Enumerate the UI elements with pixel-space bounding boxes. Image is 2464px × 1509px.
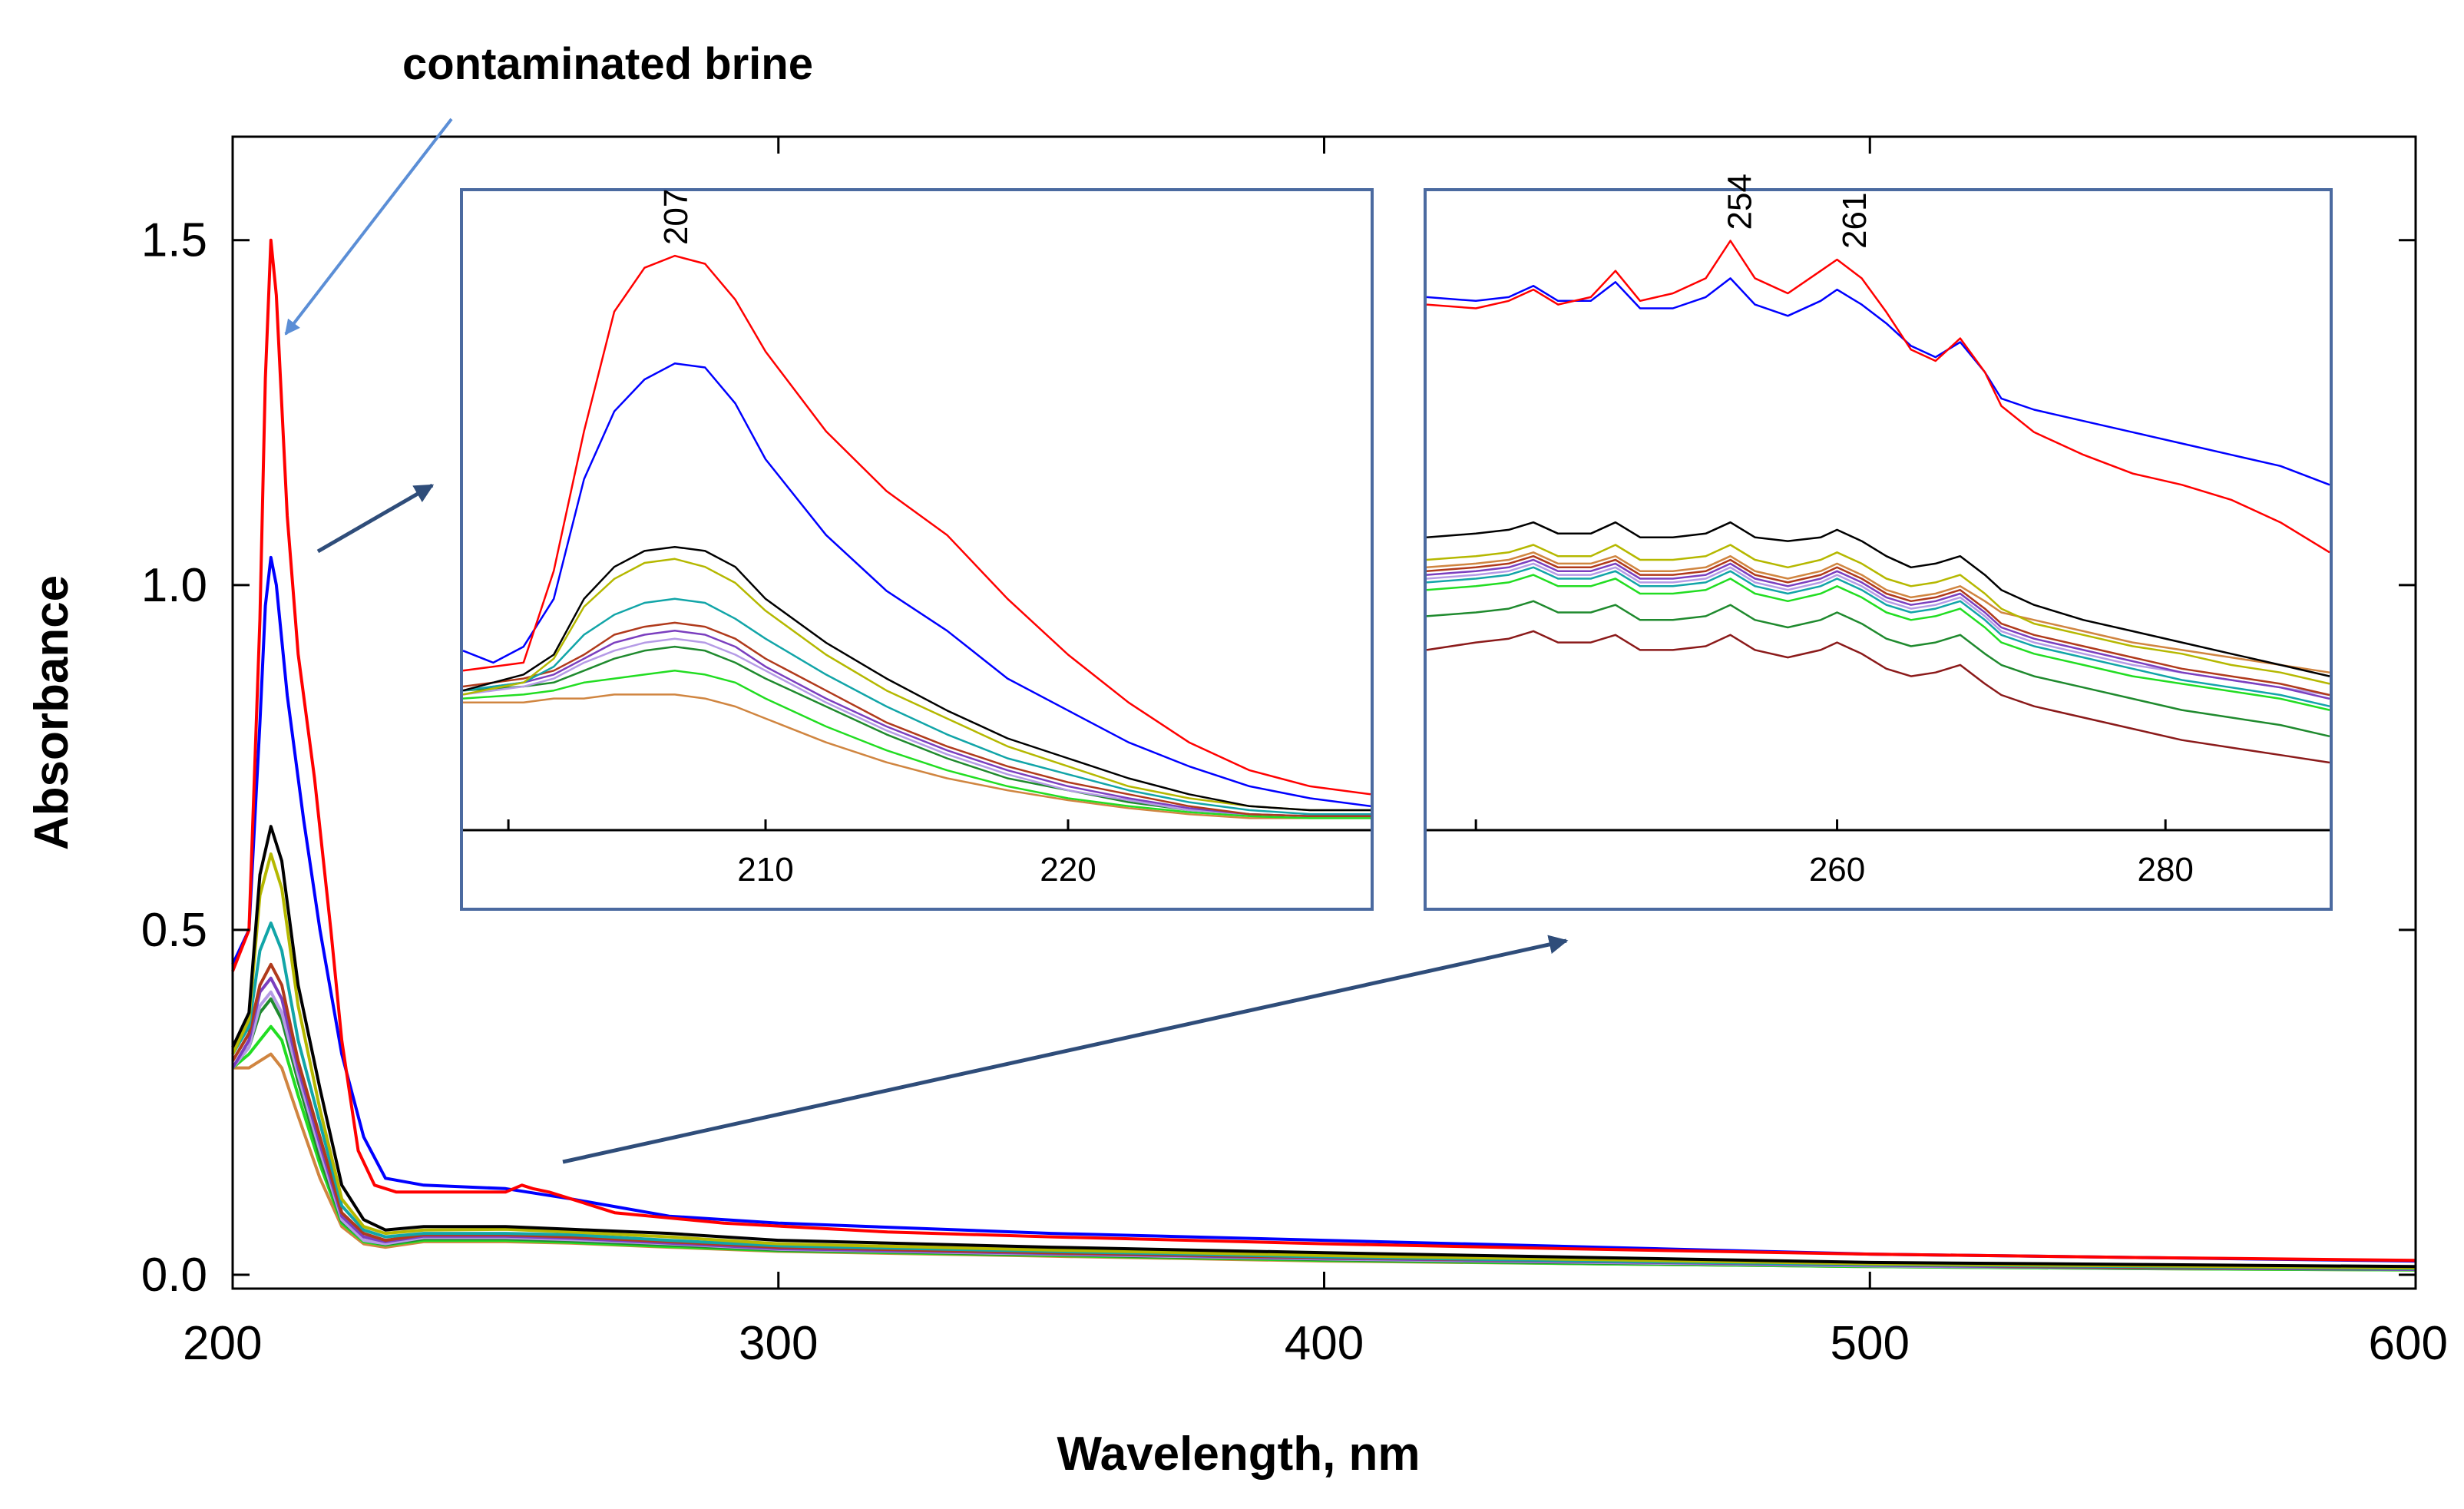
inset-2-series-group <box>1426 240 2330 764</box>
inset-2-x-ticks: 260 280 <box>1474 819 2194 889</box>
main-y-tick-label: 1.5 <box>141 214 207 267</box>
main-x-ticks: 200 300 400 500 600 <box>183 137 2448 1370</box>
main-series-group <box>231 238 2416 1272</box>
inset-1-arrow <box>316 483 435 554</box>
inset-1-series-brown <box>462 621 1371 818</box>
inset-2-series-blue <box>1426 277 2330 486</box>
inset-1-series-yellow-green <box>462 558 1371 812</box>
inset-1-series-blue <box>462 362 1371 808</box>
main-x-tick-label: 200 <box>183 1317 262 1370</box>
inset-2-series-red <box>1426 240 2330 554</box>
inset-2-series-black <box>1426 521 2330 677</box>
inset-1-series-orange <box>463 693 1371 819</box>
inset-2-series-purple <box>1426 558 2330 700</box>
inset-2-x-tick-label: 280 <box>2137 851 2193 889</box>
main-y-tick-label: 1.0 <box>141 559 207 612</box>
inset-2: 260 280 254 261 <box>1424 174 2333 911</box>
inset-1-series-green <box>462 670 1371 819</box>
inset-2-series-maroon <box>1426 630 2330 764</box>
inset-1-series-teal <box>462 597 1371 816</box>
inset-2-series-teal <box>1426 566 2330 707</box>
main-y-tick-label: 0.5 <box>141 904 207 957</box>
main-series-blue <box>231 555 2416 1263</box>
inset-1-series-black <box>462 545 1371 812</box>
inset-2-peak-labels: 254 261 <box>1721 174 1874 249</box>
main-x-tick-label: 300 <box>739 1317 818 1370</box>
main-y-ticks: 0.0 0.5 1.0 1.5 <box>141 214 2416 1302</box>
inset-1-x-tick-label: 210 <box>737 851 793 889</box>
inset-2-series-brown <box>1426 554 2330 697</box>
main-x-tick-label: 500 <box>1831 1317 1910 1370</box>
y-axis-label: Absorbance <box>25 575 78 850</box>
inset-2-series-orange <box>1426 551 2330 673</box>
inset-2-frame <box>1424 188 2333 911</box>
inset-1-x-tick-label: 220 <box>1040 851 1096 889</box>
main-series-black <box>231 825 2416 1269</box>
inset-1-series-group <box>462 254 1371 819</box>
x-axis-label: Wavelength, nm <box>1057 1428 1420 1481</box>
inset-1-series-purple <box>462 630 1371 818</box>
inset-1-series-lavender <box>462 637 1371 818</box>
inset-2-series-dark-green <box>1426 600 2330 738</box>
main-x-tick-label: 600 <box>2369 1317 2448 1370</box>
main-x-tick-label: 400 <box>1285 1317 1364 1370</box>
inset-2-series-green <box>1426 574 2330 711</box>
inset-2-peak-label: 254 <box>1721 174 1758 230</box>
annotation-contaminated-brine: contaminated brine <box>402 39 813 89</box>
inset-2-series-lavender <box>1426 562 2330 697</box>
inset-1: 210 220 207 <box>460 188 1374 911</box>
main-y-tick-label: 0.0 <box>141 1249 207 1302</box>
inset-1-frame <box>460 188 1374 911</box>
main-series-yellow-green <box>231 852 2416 1270</box>
inset-2-peak-label: 261 <box>1836 193 1874 249</box>
inset-1-series-red <box>462 254 1371 796</box>
inset-1-x-ticks: 210 220 <box>507 819 1096 889</box>
inset-2-series-yellow-green <box>1426 544 2330 685</box>
main-plot: 200 300 400 500 600 0.0 0.5 1.0 1.5 <box>141 135 2448 1370</box>
main-series-red <box>231 238 2416 1262</box>
annotation-arrow <box>284 117 453 336</box>
inset-2-x-tick-label: 260 <box>1809 851 1865 889</box>
inset-1-peak-label: 207 <box>657 189 695 245</box>
inset-2-arrow <box>562 935 1569 1164</box>
inset-1-peak-labels: 207 <box>657 189 695 245</box>
